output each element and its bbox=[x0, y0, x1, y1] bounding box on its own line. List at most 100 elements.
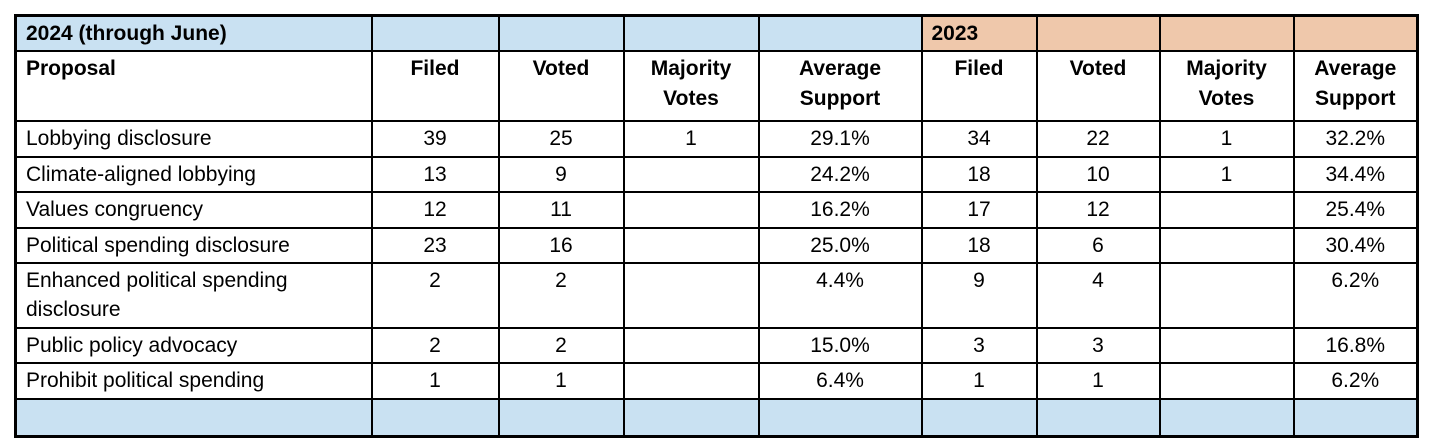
footer-cell bbox=[1158, 397, 1295, 438]
value-cell: 29.1% bbox=[757, 120, 923, 158]
value-cell: 2 bbox=[497, 261, 625, 329]
value-cell: 2 bbox=[370, 261, 500, 329]
year-2024-spacer bbox=[370, 14, 500, 53]
proposal-cell: Enhanced political spending disclosure bbox=[14, 261, 373, 329]
value-cell: 18 bbox=[920, 155, 1038, 194]
value-cell: 1 bbox=[497, 362, 625, 400]
value-cell bbox=[622, 261, 760, 329]
year-2024-spacer bbox=[497, 14, 625, 53]
value-cell: 32.2% bbox=[1292, 120, 1419, 158]
value-cell: 16 bbox=[497, 226, 625, 264]
year-2024-spacer bbox=[622, 14, 760, 53]
value-cell: 22 bbox=[1035, 120, 1161, 158]
proposal-cell: Values congruency bbox=[14, 191, 373, 229]
value-cell: 16.2% bbox=[757, 191, 923, 229]
value-cell: 1 bbox=[1158, 155, 1295, 194]
value-cell: 25.4% bbox=[1292, 191, 1419, 229]
value-cell: 1 bbox=[1035, 362, 1161, 400]
value-cell: 1 bbox=[920, 362, 1038, 400]
value-cell: 25.0% bbox=[757, 226, 923, 264]
value-cell: 39 bbox=[370, 120, 500, 158]
value-cell bbox=[1158, 362, 1295, 400]
year-header-row: 2024 (through June) 2023 bbox=[14, 14, 1419, 53]
value-cell: 6.4% bbox=[757, 362, 923, 400]
value-cell: 2 bbox=[497, 326, 625, 365]
proposals-table: 2024 (through June) 2023 Proposal Filed … bbox=[14, 14, 1419, 438]
value-cell: 10 bbox=[1035, 155, 1161, 194]
proposal-cell: Climate-aligned lobbying bbox=[14, 155, 373, 194]
table-row: Enhanced political spending disclosure 2… bbox=[14, 261, 1419, 329]
value-cell bbox=[1158, 226, 1295, 264]
value-cell: 11 bbox=[497, 191, 625, 229]
year-2023-spacer bbox=[1158, 14, 1295, 53]
value-cell: 34 bbox=[920, 120, 1038, 158]
value-cell bbox=[1158, 191, 1295, 229]
year-2024-spacer bbox=[757, 14, 923, 53]
footer-cell bbox=[920, 397, 1038, 438]
value-cell: 2 bbox=[370, 326, 500, 365]
year-2023-spacer bbox=[1292, 14, 1419, 53]
proposal-column-header: Proposal bbox=[14, 50, 373, 123]
proposal-cell: Public policy advocacy bbox=[14, 326, 373, 365]
table-row: Prohibit political spending 1 1 6.4% 1 1… bbox=[14, 362, 1419, 400]
value-cell bbox=[622, 155, 760, 194]
majority-votes-2023-header: Majority Votes bbox=[1158, 50, 1295, 123]
value-cell: 1 bbox=[370, 362, 500, 400]
table-row: Lobbying disclosure 39 25 1 29.1% 34 22 … bbox=[14, 120, 1419, 158]
value-cell: 1 bbox=[1158, 120, 1295, 158]
year-2023-spacer bbox=[1035, 14, 1161, 53]
value-cell bbox=[622, 362, 760, 400]
footer-cell bbox=[1035, 397, 1161, 438]
value-cell: 4.4% bbox=[757, 261, 923, 329]
value-cell: 13 bbox=[370, 155, 500, 194]
year-2023-label: 2023 bbox=[920, 14, 1038, 53]
footer-cell bbox=[497, 397, 625, 438]
footer-cell bbox=[1292, 397, 1419, 438]
value-cell: 15.0% bbox=[757, 326, 923, 365]
average-support-2024-header: Average Support bbox=[757, 50, 923, 123]
table-row: Values congruency 12 11 16.2% 17 12 25.4… bbox=[14, 191, 1419, 229]
value-cell bbox=[1158, 261, 1295, 329]
value-cell: 6.2% bbox=[1292, 362, 1419, 400]
average-support-2023-header: Average Support bbox=[1292, 50, 1419, 123]
value-cell: 18 bbox=[920, 226, 1038, 264]
footer-cell bbox=[757, 397, 923, 438]
value-cell: 17 bbox=[920, 191, 1038, 229]
value-cell: 1 bbox=[622, 120, 760, 158]
value-cell: 3 bbox=[1035, 326, 1161, 365]
voted-2023-header: Voted bbox=[1035, 50, 1161, 123]
footer-row bbox=[14, 397, 1419, 438]
table-row: Political spending disclosure 23 16 25.0… bbox=[14, 226, 1419, 264]
value-cell bbox=[622, 191, 760, 229]
proposal-cell: Political spending disclosure bbox=[14, 226, 373, 264]
value-cell bbox=[622, 326, 760, 365]
year-2024-label: 2024 (through June) bbox=[14, 14, 373, 53]
value-cell: 9 bbox=[497, 155, 625, 194]
value-cell: 12 bbox=[1035, 191, 1161, 229]
value-cell: 30.4% bbox=[1292, 226, 1419, 264]
column-header-row: Proposal Filed Voted Majority Votes Aver… bbox=[14, 50, 1419, 123]
value-cell: 25 bbox=[497, 120, 625, 158]
value-cell bbox=[622, 226, 760, 264]
table-row: Climate-aligned lobbying 13 9 24.2% 18 1… bbox=[14, 155, 1419, 194]
proposal-cell: Lobbying disclosure bbox=[14, 120, 373, 158]
proposal-cell: Prohibit political spending bbox=[14, 362, 373, 400]
value-cell: 12 bbox=[370, 191, 500, 229]
voted-2024-header: Voted bbox=[497, 50, 625, 123]
value-cell: 16.8% bbox=[1292, 326, 1419, 365]
filed-2023-header: Filed bbox=[920, 50, 1038, 123]
footer-cell bbox=[14, 397, 373, 438]
footer-cell bbox=[622, 397, 760, 438]
value-cell: 34.4% bbox=[1292, 155, 1419, 194]
table-row: Public policy advocacy 2 2 15.0% 3 3 16.… bbox=[14, 326, 1419, 365]
majority-votes-2024-header: Majority Votes bbox=[622, 50, 760, 123]
value-cell: 6 bbox=[1035, 226, 1161, 264]
value-cell bbox=[1158, 326, 1295, 365]
filed-2024-header: Filed bbox=[370, 50, 500, 123]
value-cell: 24.2% bbox=[757, 155, 923, 194]
value-cell: 6.2% bbox=[1292, 261, 1419, 329]
footer-cell bbox=[370, 397, 500, 438]
value-cell: 9 bbox=[920, 261, 1038, 329]
value-cell: 23 bbox=[370, 226, 500, 264]
value-cell: 3 bbox=[920, 326, 1038, 365]
